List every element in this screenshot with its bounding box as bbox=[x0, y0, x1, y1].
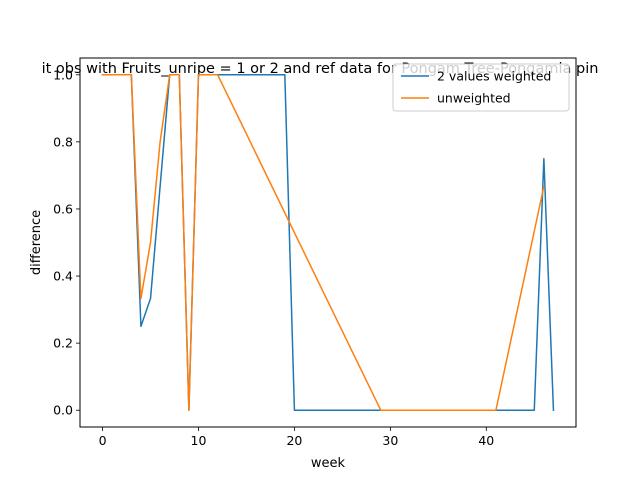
x-tick-label: 30 bbox=[382, 433, 398, 448]
x-tick-label: 0 bbox=[99, 433, 107, 448]
series-layer bbox=[101, 74, 555, 412]
y-axis-ticks: 0.0 0.2 0.4 0.6 0.8 1.0 bbox=[53, 67, 80, 418]
y-tick-label: 0.6 bbox=[53, 201, 73, 216]
x-tick-label: 10 bbox=[191, 433, 207, 448]
y-axis-label: difference bbox=[29, 210, 44, 275]
legend-box bbox=[392, 63, 570, 112]
x-tick-label: 20 bbox=[286, 433, 302, 448]
plot-area-frame bbox=[79, 57, 577, 428]
y-tick-label: 0.4 bbox=[53, 269, 73, 284]
x-axis-label: week bbox=[311, 456, 346, 471]
y-tick-label: 0.2 bbox=[53, 336, 73, 351]
x-axis-ticks: 0 10 20 30 40 bbox=[99, 427, 494, 448]
y-tick-label: 1.0 bbox=[53, 67, 73, 82]
legend: 2 values weighted unweighted bbox=[392, 63, 570, 112]
y-tick-label: 0.8 bbox=[53, 134, 73, 149]
legend-label-1: 2 values weighted bbox=[437, 69, 551, 84]
legend-label-2: unweighted bbox=[437, 91, 511, 106]
series-line-1 bbox=[101, 74, 555, 412]
y-tick-label: 0.0 bbox=[53, 403, 73, 418]
series-line-2 bbox=[101, 74, 545, 411]
x-tick-label: 40 bbox=[478, 433, 494, 448]
